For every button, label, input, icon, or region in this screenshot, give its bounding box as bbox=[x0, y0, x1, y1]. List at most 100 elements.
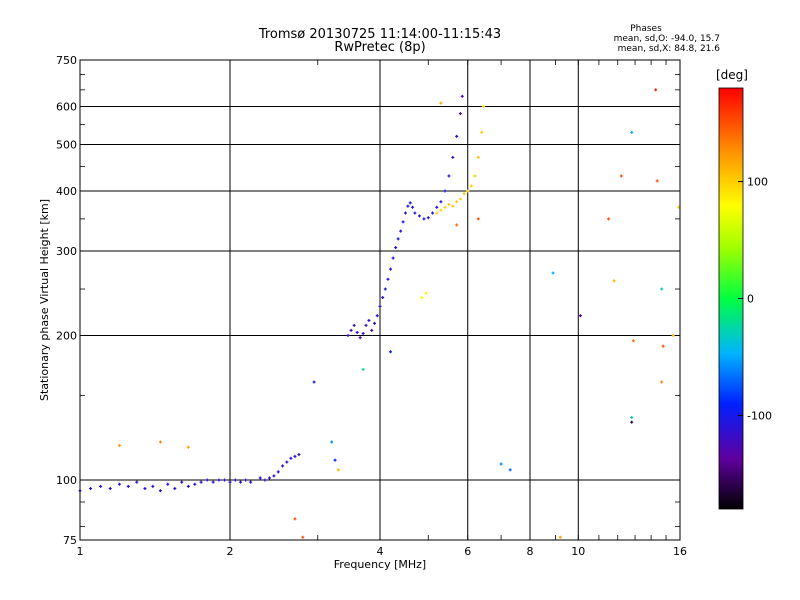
data-point bbox=[312, 380, 316, 384]
data-point bbox=[455, 223, 459, 227]
data-point bbox=[499, 462, 503, 466]
data-point bbox=[223, 478, 227, 482]
data-point bbox=[361, 367, 365, 371]
y-tick-label: 400 bbox=[56, 185, 77, 198]
data-point bbox=[249, 480, 253, 484]
data-point bbox=[180, 480, 184, 484]
data-point bbox=[336, 468, 340, 472]
data-point bbox=[394, 246, 398, 250]
data-point bbox=[443, 189, 447, 193]
data-point bbox=[158, 440, 162, 444]
data-point bbox=[239, 480, 243, 484]
x-tick-label: 8 bbox=[527, 545, 534, 558]
data-point bbox=[480, 130, 484, 134]
data-point bbox=[508, 468, 512, 472]
data-point bbox=[205, 478, 209, 482]
chart-subtitle: RwPretec (8p) bbox=[334, 40, 426, 55]
data-point bbox=[117, 482, 121, 486]
data-point bbox=[199, 480, 203, 484]
data-point bbox=[481, 105, 485, 109]
data-point bbox=[558, 535, 562, 539]
data-point bbox=[330, 440, 334, 444]
data-point bbox=[422, 217, 426, 221]
data-point bbox=[578, 314, 582, 318]
data-point bbox=[378, 304, 382, 308]
data-point bbox=[391, 256, 395, 260]
data-point bbox=[435, 205, 439, 209]
data-point bbox=[126, 484, 130, 488]
data-point bbox=[619, 174, 623, 178]
data-point bbox=[358, 336, 362, 340]
data-point bbox=[389, 267, 393, 271]
data-point bbox=[135, 480, 139, 484]
data-point bbox=[258, 476, 262, 480]
y-axis-label: Stationary phase Virtual Height [km] bbox=[38, 199, 51, 401]
data-point bbox=[455, 134, 459, 138]
data-point bbox=[281, 464, 285, 468]
data-point bbox=[361, 331, 365, 335]
data-point bbox=[476, 217, 480, 221]
data-point bbox=[473, 174, 477, 178]
data-point bbox=[293, 454, 297, 458]
data-point bbox=[386, 277, 390, 281]
data-point bbox=[399, 229, 403, 233]
data-point bbox=[355, 330, 359, 334]
y-tick-label: 300 bbox=[56, 245, 77, 258]
data-point bbox=[186, 484, 190, 488]
data-point bbox=[272, 474, 276, 478]
data-point bbox=[424, 291, 428, 295]
data-point bbox=[431, 211, 435, 215]
data-point bbox=[276, 470, 280, 474]
data-point bbox=[333, 458, 337, 462]
data-point bbox=[211, 480, 215, 484]
data-point bbox=[466, 189, 470, 193]
data-point bbox=[660, 380, 664, 384]
data-point bbox=[375, 314, 379, 318]
data-point bbox=[439, 101, 443, 105]
phases-o-line: mean, sd,O: -94.0, 15.7 bbox=[613, 34, 720, 44]
data-point bbox=[439, 208, 443, 212]
data-point bbox=[403, 211, 407, 215]
data-point bbox=[401, 220, 405, 224]
data-point bbox=[285, 460, 289, 464]
y-tick-label: 100 bbox=[56, 474, 77, 487]
data-point bbox=[631, 339, 635, 343]
colorbar-unit-label: [deg] bbox=[716, 68, 748, 82]
x-tick-label: 1 bbox=[77, 545, 84, 558]
x-axis-label: Frequency [MHz] bbox=[334, 558, 426, 571]
data-point bbox=[383, 287, 387, 291]
data-point bbox=[417, 214, 421, 218]
data-point bbox=[99, 484, 103, 488]
data-point bbox=[173, 487, 177, 491]
data-point bbox=[244, 478, 248, 482]
x-tick-label: 10 bbox=[571, 545, 585, 558]
data-point bbox=[458, 112, 462, 116]
data-point bbox=[389, 350, 393, 354]
data-point bbox=[660, 287, 664, 291]
data-point bbox=[373, 321, 377, 325]
data-point bbox=[228, 480, 232, 484]
data-point bbox=[293, 517, 297, 521]
data-point bbox=[426, 216, 430, 220]
data-point bbox=[447, 174, 451, 178]
data-point bbox=[406, 204, 410, 208]
data-point bbox=[460, 94, 464, 98]
data-point bbox=[381, 296, 385, 300]
data-point bbox=[451, 155, 455, 159]
data-point bbox=[301, 535, 305, 539]
data-point bbox=[630, 130, 634, 134]
data-point bbox=[551, 271, 555, 275]
data-point bbox=[143, 487, 147, 491]
data-point bbox=[671, 334, 675, 338]
plot-frame bbox=[79, 59, 681, 541]
data-point bbox=[443, 205, 447, 209]
y-tick-label: 500 bbox=[56, 139, 77, 152]
data-point bbox=[462, 192, 466, 196]
data-point bbox=[370, 328, 374, 332]
data-point bbox=[108, 487, 112, 491]
data-point bbox=[654, 88, 658, 92]
colorbar-tick-label: 0 bbox=[747, 293, 754, 306]
data-point bbox=[346, 334, 350, 338]
data-point bbox=[420, 296, 424, 300]
data-point bbox=[233, 478, 237, 482]
